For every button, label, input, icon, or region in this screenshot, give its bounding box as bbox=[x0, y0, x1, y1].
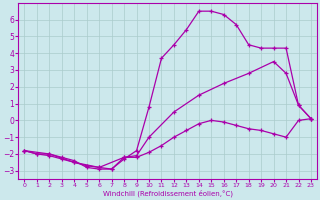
X-axis label: Windchill (Refroidissement éolien,°C): Windchill (Refroidissement éolien,°C) bbox=[103, 190, 233, 197]
